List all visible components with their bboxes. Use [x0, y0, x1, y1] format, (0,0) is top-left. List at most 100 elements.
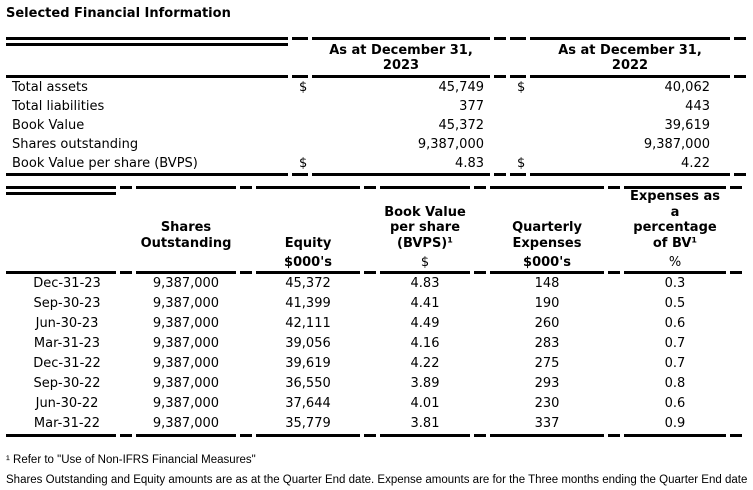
column-spacer	[120, 354, 132, 374]
column-spacer	[608, 394, 620, 414]
column-spacer	[120, 314, 132, 334]
quarterly-row: Dec-31-22 9,387,000 39,619 4.22 275 0.7	[6, 354, 742, 374]
column-spacer	[364, 186, 376, 253]
cell-pct: 0.8	[664, 376, 686, 391]
quarterly-row: Sep-30-23 9,387,000 41,399 4.41 190 0.5	[6, 294, 742, 314]
column-spacer	[608, 186, 620, 253]
value-2022: 9,387,000	[643, 137, 710, 152]
cell-equity: 39,619	[285, 356, 331, 371]
column-spacer	[474, 334, 486, 354]
row-label: Book Value	[12, 118, 85, 133]
column-spacer	[240, 294, 252, 314]
currency-column-spacer	[510, 37, 526, 78]
column-spacer	[120, 274, 132, 294]
cell-shares: 9,387,000	[136, 414, 236, 437]
cell-quarter-date: Sep-30-23	[33, 296, 101, 311]
column-spacer	[474, 253, 486, 274]
col-header-shares-outstanding: Shares Outstanding	[136, 186, 236, 253]
cell-bvps: 4.22	[410, 356, 440, 371]
value-2023: 4.83	[312, 154, 490, 176]
column-spacer	[494, 135, 506, 154]
column-spacer	[730, 274, 742, 294]
value-2023: 45,372	[438, 118, 485, 133]
column-spacer	[120, 374, 132, 394]
cell-pct: 0.9	[624, 414, 726, 437]
col-header-quarterly-expenses: Quarterly Expenses	[490, 186, 604, 253]
cell-bvps: 3.89	[410, 376, 440, 391]
column-spacer	[734, 78, 746, 97]
currency-symbol	[292, 116, 308, 135]
cell-pct: 0.7	[664, 356, 686, 371]
column-spacer	[494, 78, 506, 97]
currency-symbol	[292, 97, 308, 116]
column-spacer	[240, 274, 252, 294]
column-spacer	[608, 294, 620, 314]
quarterly-row: Mar-31-23 9,387,000 39,056 4.16 283 0.7	[6, 334, 742, 354]
col-header-expenses-pct-bv: Expenses as a percentage of BV¹	[624, 186, 726, 253]
column-spacer	[734, 154, 746, 176]
annual-row-bvps: Book Value per share (BVPS) $ 4.83 $ 4.2…	[6, 154, 746, 176]
column-spacer	[120, 294, 132, 314]
column-spacer	[730, 253, 742, 274]
column-spacer	[364, 334, 376, 354]
value-2023: 377	[459, 99, 484, 114]
currency-symbol	[292, 135, 308, 154]
unit-pct: %	[624, 253, 726, 274]
column-spacer	[494, 37, 506, 78]
quarterly-row: Jun-30-22 9,387,000 37,644 4.01 230 0.6	[6, 394, 742, 414]
column-spacer	[240, 394, 252, 414]
column-spacer	[730, 294, 742, 314]
column-spacer	[608, 374, 620, 394]
column-spacer	[608, 274, 620, 294]
cell-equity: 37,644	[285, 396, 331, 411]
cell-equity: 39,056	[285, 336, 331, 351]
currency-symbol	[510, 97, 526, 116]
row-label: Total assets	[12, 80, 88, 95]
cell-expenses: 190	[534, 296, 560, 311]
row-label: Book Value per share (BVPS)	[6, 154, 288, 176]
cell-shares: 9,387,000	[152, 336, 220, 351]
cell-equity: 45,372	[285, 276, 331, 291]
unit-equity: $000's	[256, 253, 360, 274]
column-spacer	[730, 314, 742, 334]
cell-equity: 41,399	[285, 296, 331, 311]
currency-symbol: $	[517, 80, 526, 95]
cell-bvps: 3.81	[380, 414, 470, 437]
column-spacer	[734, 116, 746, 135]
cell-quarter-date: Mar-31-22	[6, 414, 116, 437]
cell-expenses: 293	[534, 376, 560, 391]
column-spacer	[608, 314, 620, 334]
column-spacer	[494, 154, 506, 176]
cell-expenses: 275	[534, 356, 560, 371]
footnotes: ¹ Refer to "Use of Non-IFRS Financial Me…	[6, 454, 751, 487]
col-header-equity: Equity	[256, 186, 360, 253]
cell-shares: 9,387,000	[152, 296, 220, 311]
column-spacer	[474, 374, 486, 394]
footnote-non-ifrs: ¹ Refer to "Use of Non-IFRS Financial Me…	[6, 454, 256, 466]
column-spacer	[240, 253, 252, 274]
column-spacer	[240, 414, 252, 437]
cell-expenses: 283	[534, 336, 560, 351]
column-spacer	[240, 314, 252, 334]
value-2022: 40,062	[664, 80, 711, 95]
cell-expenses: 148	[534, 276, 560, 291]
column-spacer	[474, 186, 486, 253]
quarterly-header-row: Shares Outstanding Equity Book Value per…	[6, 186, 742, 253]
annual-header-row: As at December 31, 2023 As at December 3…	[6, 37, 746, 78]
column-spacer	[120, 186, 132, 253]
value-2023: 45,749	[438, 80, 485, 95]
column-spacer	[494, 97, 506, 116]
cell-expenses: 260	[534, 316, 560, 331]
cell-expenses: 337	[490, 414, 604, 437]
cell-equity: 35,779	[256, 414, 360, 437]
cell-shares: 9,387,000	[152, 376, 220, 391]
cell-shares: 9,387,000	[152, 396, 220, 411]
column-spacer	[364, 414, 376, 437]
quarterly-row: Dec-31-23 9,387,000 45,372 4.83 148 0.3	[6, 274, 742, 294]
column-spacer	[730, 394, 742, 414]
column-spacer	[364, 354, 376, 374]
quarterly-detail-table: Shares Outstanding Equity Book Value per…	[2, 186, 746, 437]
annual-row-book-value: Book Value 45,372 39,619	[6, 116, 746, 135]
cell-quarter-date: Jun-30-23	[35, 316, 99, 331]
unit-spacer	[136, 253, 236, 274]
